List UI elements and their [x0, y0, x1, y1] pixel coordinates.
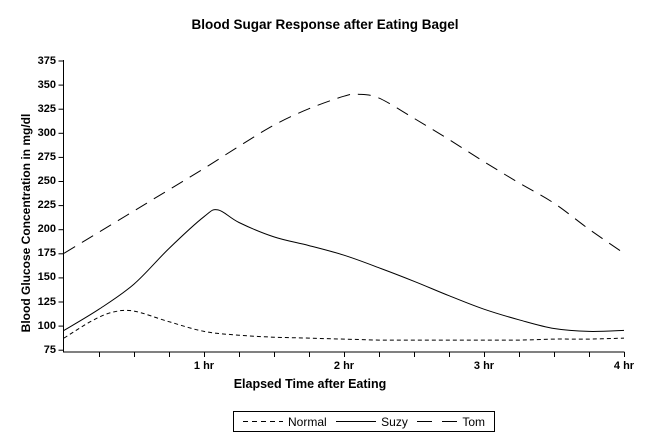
- y-tick-label: 250: [37, 175, 56, 187]
- y-tick-label: 375: [37, 54, 56, 67]
- x-tick-label: 4 hr: [613, 360, 635, 372]
- series-line-suzy: [63, 209, 625, 332]
- series-line-tom: [63, 93, 625, 254]
- legend-line-sample-normal: [243, 421, 283, 422]
- legend: Normal Suzy Tom: [233, 411, 495, 432]
- x-tick-label: 2 hr: [333, 360, 355, 372]
- y-tick-label: 100: [37, 319, 56, 332]
- legend-line-sample-tom: [417, 421, 458, 422]
- x-tick-label: 1 hr: [193, 360, 215, 372]
- chart-title: Blood Sugar Response after Eating Bagel: [191, 17, 459, 32]
- legend-item-normal: Normal: [243, 415, 327, 429]
- legend-item-tom: Tom: [417, 415, 485, 429]
- x-axis-title: Elapsed Time after Eating: [233, 377, 387, 391]
- y-tick-label: 275: [37, 150, 56, 163]
- y-tick-label: 75: [43, 343, 56, 356]
- legend-item-suzy: Suzy: [336, 415, 408, 429]
- legend-label: Suzy: [381, 414, 408, 429]
- y-tick-label: 300: [37, 126, 56, 139]
- y-tick-label: 125: [37, 295, 56, 308]
- x-tick-label: 3 hr: [473, 360, 495, 372]
- y-tick-label: 225: [37, 199, 56, 212]
- legend-label: Normal: [288, 414, 327, 429]
- y-tick-label: 150: [37, 271, 56, 284]
- legend-label: Tom: [462, 414, 485, 429]
- y-tick-label: 350: [37, 78, 56, 91]
- y-tick-label: 175: [37, 247, 56, 260]
- legend-line-sample-suzy: [336, 421, 377, 422]
- y-tick-label: 325: [37, 102, 56, 115]
- y-tick-label: 200: [37, 223, 56, 236]
